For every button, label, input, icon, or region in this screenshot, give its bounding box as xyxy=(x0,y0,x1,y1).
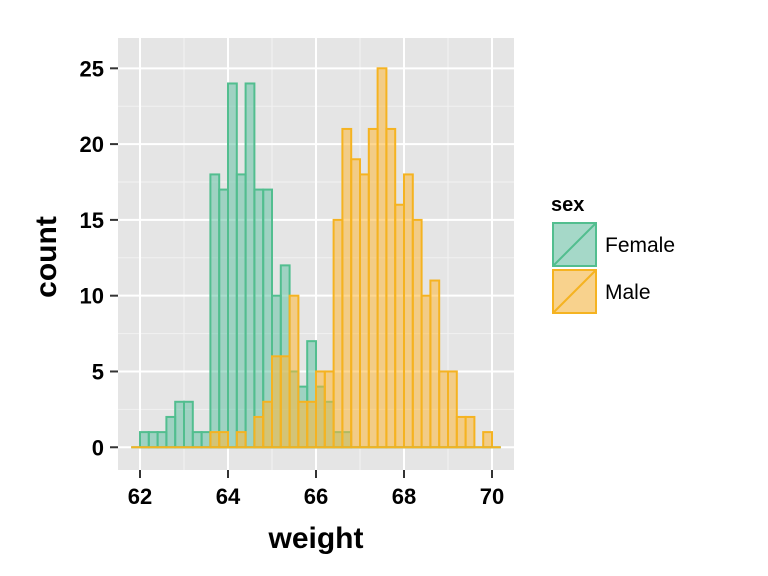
legend-label-female: Female xyxy=(605,234,675,257)
legend-title: sex xyxy=(551,194,584,216)
y-tick-label: 0 xyxy=(92,435,104,460)
bar-male xyxy=(447,370,458,449)
x-tick-label: 66 xyxy=(304,484,328,509)
y-tick-label: 10 xyxy=(80,284,104,309)
bar-male xyxy=(297,400,309,449)
bar-male xyxy=(271,355,282,449)
bar-male xyxy=(482,431,494,449)
legend: sex Female Male xyxy=(551,194,675,314)
bar-female xyxy=(253,188,265,449)
bar-male xyxy=(455,415,467,449)
bar-female xyxy=(244,82,256,449)
legend-key-slash xyxy=(552,222,597,267)
bar-male xyxy=(323,370,335,449)
bar-male xyxy=(429,279,441,449)
bar-male xyxy=(350,158,362,449)
bar-male xyxy=(262,400,274,449)
bar-female xyxy=(200,431,212,449)
bar-male xyxy=(341,127,353,449)
bar-male xyxy=(306,400,318,449)
x-axis: 62 64 66 68 70 xyxy=(128,470,504,509)
legend-key-slash xyxy=(552,269,597,314)
bar-female xyxy=(139,431,150,449)
bar-male xyxy=(385,127,397,449)
bar-male xyxy=(253,415,265,449)
bar-female xyxy=(227,82,238,449)
bar-male xyxy=(376,67,388,449)
bar-female xyxy=(174,400,185,449)
x-tick-label: 68 xyxy=(392,484,416,509)
legend-label-male: Male xyxy=(605,281,651,304)
bar-male xyxy=(464,415,476,449)
bar-male xyxy=(359,173,370,449)
bar-male xyxy=(288,294,300,449)
bar-male xyxy=(332,218,344,449)
y-tick-label: 5 xyxy=(92,359,104,384)
x-tick-label: 64 xyxy=(216,484,241,509)
bar-male xyxy=(367,127,379,449)
bar-male xyxy=(209,431,221,449)
bar-male xyxy=(394,203,406,449)
x-tick-label: 62 xyxy=(128,484,152,509)
bar-male xyxy=(403,173,414,449)
bar-male xyxy=(438,370,450,449)
bar-female xyxy=(147,431,159,449)
bar-female xyxy=(218,188,229,449)
bar-female xyxy=(191,431,203,449)
bar-female xyxy=(156,431,168,449)
y-axis: 0 5 10 15 20 25 xyxy=(80,56,118,460)
bar-male xyxy=(411,218,423,449)
y-tick-label: 25 xyxy=(80,56,104,81)
bar-female xyxy=(183,400,194,449)
y-tick-label: 15 xyxy=(80,208,104,233)
bar-female xyxy=(235,173,247,449)
bar-male xyxy=(315,370,326,449)
x-axis-title: weight xyxy=(268,522,364,555)
bar-male xyxy=(420,294,432,449)
bar-male xyxy=(218,431,229,449)
bar-female xyxy=(165,415,177,449)
x-tick-label: 70 xyxy=(480,484,504,509)
bar-male xyxy=(235,431,247,449)
y-tick-label: 20 xyxy=(80,132,104,157)
y-axis-title: count xyxy=(30,216,63,298)
bar-female xyxy=(209,173,221,449)
bar-male xyxy=(279,355,291,449)
